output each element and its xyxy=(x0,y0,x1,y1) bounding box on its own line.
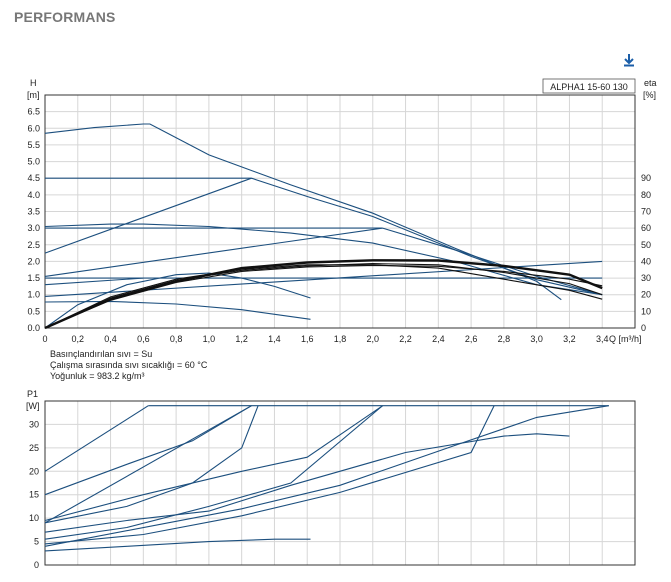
x-tick-label: 1,4 xyxy=(268,334,281,344)
y-axis-label: H xyxy=(30,78,37,88)
x-tick-label: 2,0 xyxy=(367,334,380,344)
x-tick-label: 0,8 xyxy=(170,334,183,344)
power-curve xyxy=(44,405,383,540)
x-tick-label: 1,8 xyxy=(334,334,347,344)
power-curve xyxy=(44,405,149,472)
y2-tick-label: 0 xyxy=(641,323,646,333)
model-label-box xyxy=(542,78,636,94)
y2-tick-label: 50 xyxy=(641,240,651,250)
y2-tick-label: 40 xyxy=(641,256,651,266)
y2-tick-label: 80 xyxy=(641,190,651,200)
power-plot-frame xyxy=(44,400,636,566)
y-tick-label: 1.0 xyxy=(27,290,40,300)
y-tick-label: 5.5 xyxy=(27,140,40,150)
y-tick-label: 2.0 xyxy=(27,256,40,266)
p1-tick-label: 20 xyxy=(29,466,39,476)
head-curve xyxy=(44,223,603,296)
y2-axis-label: eta xyxy=(644,78,657,88)
fluid-note: Çalışma sırasında sıvı sıcaklığı = 60 °C xyxy=(50,360,208,370)
x-tick-label: 1,0 xyxy=(203,334,216,344)
y2-axis-unit: [%] xyxy=(643,90,656,100)
head-curve xyxy=(44,277,144,286)
efficiency-curve xyxy=(44,264,603,329)
x-tick-label: 3,0 xyxy=(530,334,543,344)
head-curve xyxy=(44,272,311,329)
x-tick-label: 2,4 xyxy=(432,334,445,344)
power-curve xyxy=(44,405,252,496)
y2-tick-label: 30 xyxy=(641,273,651,283)
power-curve xyxy=(44,538,311,552)
head-curve xyxy=(44,300,311,320)
plot-frame xyxy=(44,94,636,329)
x-tick-label: 0 xyxy=(42,334,47,344)
x-axis-label: Q [m³/h] xyxy=(609,334,642,344)
y-tick-label: 1.5 xyxy=(27,273,40,283)
x-tick-label: 2,2 xyxy=(399,334,412,344)
y2-tick-label: 60 xyxy=(641,223,651,233)
x-tick-label: 0,2 xyxy=(72,334,85,344)
y-tick-label: 2.5 xyxy=(27,240,40,250)
power-curve xyxy=(44,405,609,547)
p1-tick-label: 25 xyxy=(29,443,39,453)
x-tick-label: 3,4 xyxy=(596,334,609,344)
p1-axis-label: P1 xyxy=(27,389,38,399)
y-tick-label: 5.0 xyxy=(27,157,40,167)
x-tick-label: 2,8 xyxy=(498,334,511,344)
download-icon[interactable] xyxy=(621,52,637,68)
y-tick-label: 6.5 xyxy=(27,107,40,117)
efficiency-curve xyxy=(44,263,603,329)
x-tick-label: 3,2 xyxy=(563,334,576,344)
y-tick-label: 4.5 xyxy=(27,173,40,183)
x-tick-label: 0,4 xyxy=(104,334,117,344)
x-tick-label: 0,6 xyxy=(137,334,150,344)
head-curve xyxy=(382,227,603,296)
fluid-note: Basınçlandırılan sıvı = Su xyxy=(50,349,152,359)
head-curve xyxy=(44,227,383,277)
y2-tick-label: 10 xyxy=(641,306,651,316)
y-tick-label: 0.0 xyxy=(27,323,40,333)
model-label: ALPHA1 15-60 130 xyxy=(550,82,628,92)
p1-tick-label: 5 xyxy=(34,537,39,547)
fluid-note: Yoğunluk = 983.2 kg/m³ xyxy=(50,371,144,381)
x-tick-label: 2,6 xyxy=(465,334,478,344)
power-curve xyxy=(44,433,570,533)
y-axis-unit: [m] xyxy=(27,90,40,100)
head-curve xyxy=(44,177,252,254)
y-tick-label: 3.5 xyxy=(27,207,40,217)
y-tick-label: 0.5 xyxy=(27,306,40,316)
power-curve xyxy=(44,405,252,524)
p1-tick-label: 30 xyxy=(29,419,39,429)
power-curve xyxy=(44,405,383,522)
head-curve xyxy=(251,177,603,296)
p1-axis-unit: [W] xyxy=(26,401,40,411)
p1-tick-label: 15 xyxy=(29,490,39,500)
y-tick-label: 4.0 xyxy=(27,190,40,200)
section-title: PERFORMANS xyxy=(14,9,116,25)
power-curve xyxy=(44,405,495,545)
x-tick-label: 1,6 xyxy=(301,334,314,344)
y2-tick-label: 90 xyxy=(641,173,651,183)
y2-tick-label: 70 xyxy=(641,207,651,217)
efficiency-curve xyxy=(44,259,603,330)
y-tick-label: 6.0 xyxy=(27,123,40,133)
y2-tick-label: 20 xyxy=(641,290,651,300)
p1-tick-label: 10 xyxy=(29,513,39,523)
x-tick-label: 1,2 xyxy=(235,334,248,344)
y-tick-label: 3.0 xyxy=(27,223,40,233)
p1-tick-label: 0 xyxy=(34,560,39,570)
